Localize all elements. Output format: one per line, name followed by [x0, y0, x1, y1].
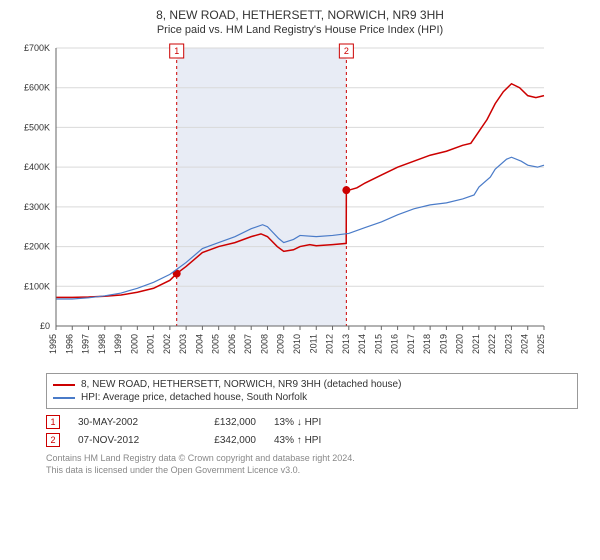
- svg-text:£300K: £300K: [24, 202, 50, 212]
- svg-text:2011: 2011: [308, 334, 318, 353]
- svg-text:2017: 2017: [406, 334, 416, 354]
- svg-text:2005: 2005: [211, 334, 221, 354]
- svg-text:1995: 1995: [48, 334, 58, 354]
- sale-marker: 2: [46, 433, 60, 447]
- sale-diff: 13% ↓ HPI: [274, 417, 344, 428]
- svg-text:£400K: £400K: [24, 162, 50, 172]
- svg-text:2010: 2010: [292, 334, 302, 354]
- svg-text:2022: 2022: [487, 334, 497, 354]
- svg-text:2006: 2006: [227, 334, 237, 354]
- svg-text:£600K: £600K: [24, 83, 50, 93]
- svg-text:2023: 2023: [503, 334, 513, 354]
- legend-swatch: [53, 384, 75, 386]
- svg-text:2004: 2004: [194, 334, 204, 354]
- svg-text:2014: 2014: [357, 334, 367, 354]
- svg-text:1998: 1998: [97, 334, 107, 354]
- sale-price: £132,000: [186, 417, 256, 428]
- svg-text:2024: 2024: [520, 334, 530, 354]
- legend-row: 8, NEW ROAD, HETHERSETT, NORWICH, NR9 3H…: [53, 378, 571, 391]
- svg-text:£200K: £200K: [24, 242, 50, 252]
- footer-line: Contains HM Land Registry data © Crown c…: [46, 453, 578, 465]
- svg-text:2018: 2018: [422, 334, 432, 354]
- svg-text:2001: 2001: [146, 334, 156, 354]
- svg-text:2002: 2002: [162, 334, 172, 354]
- svg-text:2009: 2009: [276, 334, 286, 354]
- svg-text:1997: 1997: [81, 334, 91, 354]
- sale-date: 07-NOV-2012: [78, 435, 168, 446]
- svg-text:2008: 2008: [259, 334, 269, 354]
- footer-text: Contains HM Land Registry data © Crown c…: [46, 453, 578, 476]
- page-subtitle: Price paid vs. HM Land Registry's House …: [12, 24, 588, 36]
- price-chart: £0 £100K £200K £300K £400K £500K £600K £700K 199…: [12, 42, 588, 367]
- svg-text:2000: 2000: [129, 334, 139, 354]
- svg-text:2013: 2013: [341, 334, 351, 354]
- svg-text:£700K: £700K: [24, 43, 50, 53]
- svg-text:2019: 2019: [438, 334, 448, 354]
- svg-text:2003: 2003: [178, 334, 188, 354]
- chart-svg: £0 £100K £200K £300K £400K £500K £600K £700K 199…: [12, 42, 552, 362]
- svg-text:1999: 1999: [113, 334, 123, 354]
- legend: 8, NEW ROAD, HETHERSETT, NORWICH, NR9 3H…: [46, 373, 578, 409]
- svg-text:2: 2: [344, 46, 349, 56]
- sale-price: £342,000: [186, 435, 256, 446]
- footer-line: This data is licensed under the Open Gov…: [46, 465, 578, 477]
- svg-text:2025: 2025: [536, 334, 546, 354]
- svg-text:£0: £0: [40, 321, 50, 331]
- legend-label: 8, NEW ROAD, HETHERSETT, NORWICH, NR9 3H…: [81, 379, 401, 390]
- page-title: 8, NEW ROAD, HETHERSETT, NORWICH, NR9 3H…: [12, 8, 588, 22]
- svg-text:2016: 2016: [390, 334, 400, 354]
- sales-table: 1 30-MAY-2002 £132,000 13% ↓ HPI 2 07-NOV-201…: [46, 413, 578, 449]
- svg-text:2007: 2007: [243, 334, 253, 354]
- svg-text:£100K: £100K: [24, 281, 50, 291]
- svg-text:1: 1: [174, 46, 179, 56]
- svg-text:2015: 2015: [373, 334, 383, 354]
- legend-label: HPI: Average price, detached house, Sout…: [81, 392, 307, 403]
- sale-row: 1 30-MAY-2002 £132,000 13% ↓ HPI: [46, 413, 578, 431]
- svg-text:2020: 2020: [455, 334, 465, 354]
- svg-text:£500K: £500K: [24, 122, 50, 132]
- sale-date: 30-MAY-2002: [78, 417, 168, 428]
- svg-text:2021: 2021: [471, 334, 481, 354]
- legend-row: HPI: Average price, detached house, Sout…: [53, 391, 571, 404]
- sale-row: 2 07-NOV-2012 £342,000 43% ↑ HPI: [46, 431, 578, 449]
- svg-text:2012: 2012: [325, 334, 335, 354]
- sale-diff: 43% ↑ HPI: [274, 435, 344, 446]
- sale-marker: 1: [46, 415, 60, 429]
- svg-text:1996: 1996: [64, 334, 74, 354]
- legend-swatch: [53, 397, 75, 399]
